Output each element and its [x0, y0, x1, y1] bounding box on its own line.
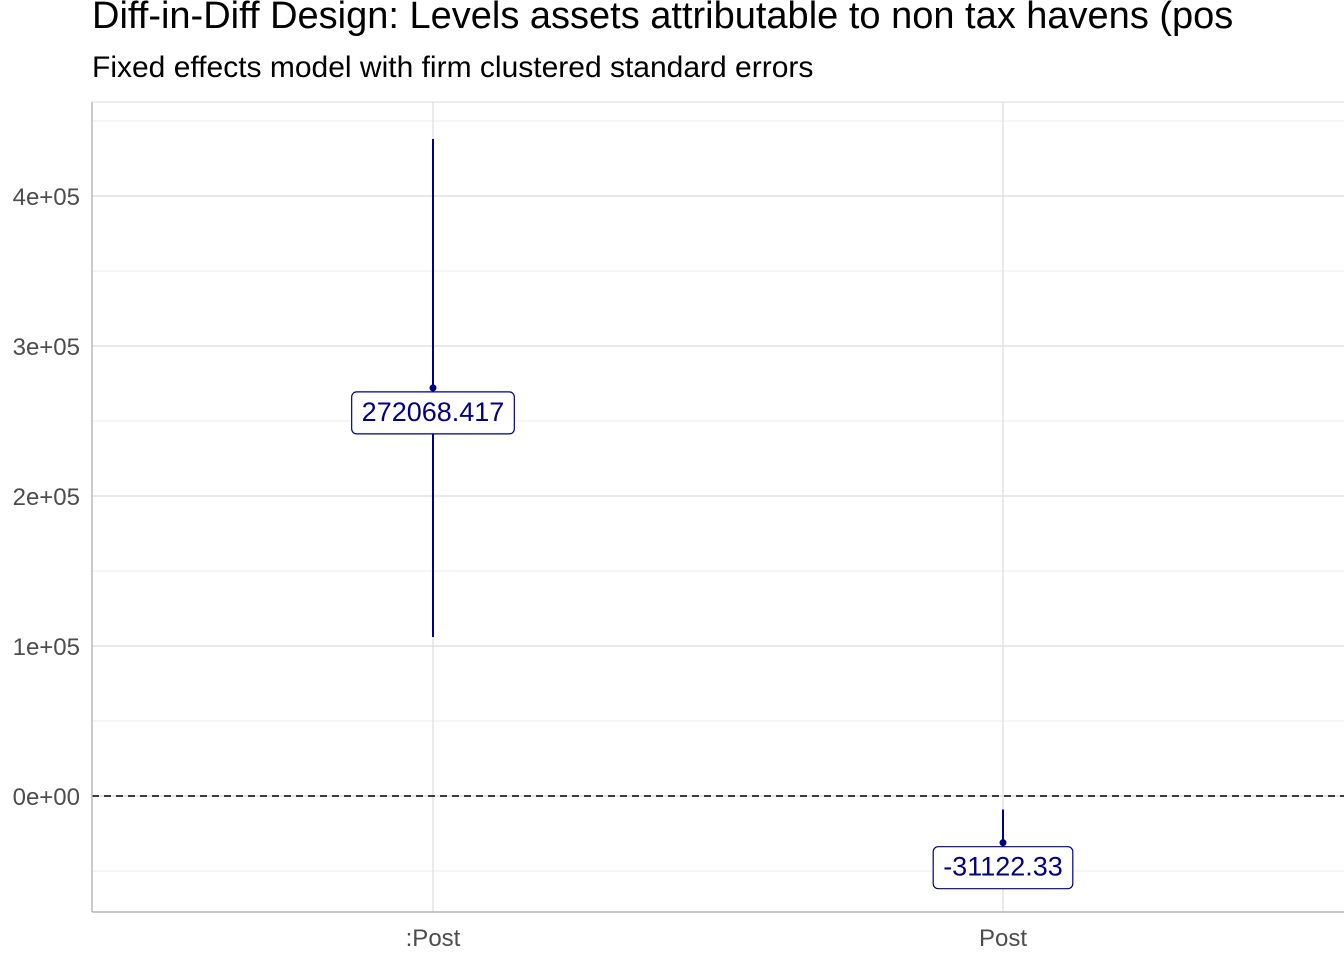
- y-tick-label: 1e+05: [13, 634, 80, 661]
- y-tick-label: 0e+00: [13, 784, 80, 811]
- data-label-box: [351, 391, 515, 435]
- panel-border: [91, 101, 1344, 913]
- data-marks: 272068.417 -31122.33: [351, 139, 1074, 890]
- x-tick-label: Post: [979, 925, 1027, 952]
- y-axis-tick-labels: 0e+00 1e+05 2e+05 3e+05 4e+05: [13, 184, 80, 811]
- x-tick-label: :Post: [406, 925, 461, 952]
- x-axis-tick-labels: :Post Post: [406, 925, 1028, 952]
- chart-subtitle: Fixed effects model with firm clustered …: [92, 51, 814, 84]
- point-estimate: [999, 839, 1007, 847]
- y-tick-label: 4e+05: [13, 184, 80, 211]
- y-tick-label: 3e+05: [13, 334, 80, 361]
- chart-title: Diff-in-Diff Design: Levels assets attri…: [92, 0, 1234, 37]
- point-estimate: [429, 384, 437, 392]
- grid-lines: [92, 102, 1344, 912]
- y-tick-label: 2e+05: [13, 484, 80, 511]
- data-label-box: [932, 846, 1074, 890]
- data-label: 272068.417: [362, 397, 505, 427]
- data-label: -31122.33: [943, 852, 1063, 882]
